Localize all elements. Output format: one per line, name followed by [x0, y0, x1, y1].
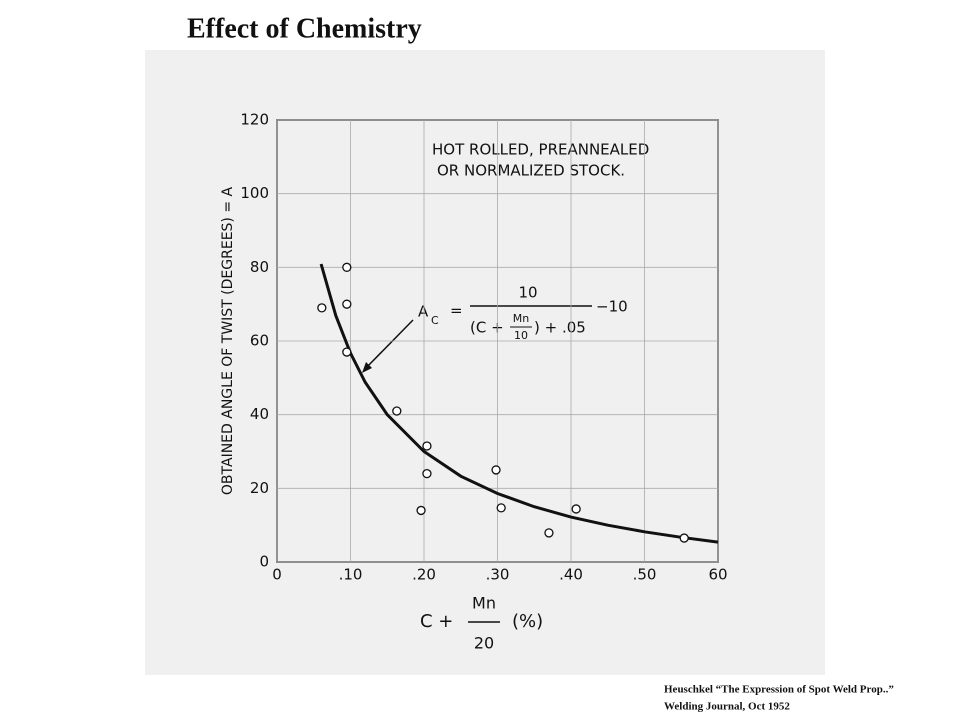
data-point	[571, 504, 581, 514]
y-axis-label: OBTAINED ANGLE OF TWIST (DEGREES) = A	[220, 186, 236, 495]
data-point	[342, 347, 352, 357]
data-point	[392, 406, 402, 416]
data-point	[679, 533, 689, 543]
y-tick-label: 0	[259, 553, 269, 571]
y-tick-label: 80	[250, 258, 269, 276]
annotation: HOT ROLLED, PREANNEALED	[432, 141, 649, 159]
data-point	[342, 299, 352, 309]
arrow	[363, 319, 414, 371]
x-label-text: (%)	[512, 611, 543, 632]
data-point	[544, 528, 554, 538]
formula-text: 10	[514, 329, 528, 342]
x-tick-label: .20	[412, 566, 436, 584]
x-label-text: Mn	[472, 594, 496, 613]
y-tick-label: 20	[250, 479, 269, 497]
formula-text: 10	[518, 284, 537, 302]
formula-text: (C +	[470, 319, 504, 337]
y-tick-label: 40	[250, 405, 269, 423]
source: Heuschkel “The Expression of Spot Weld P…	[664, 684, 894, 696]
fit-curve	[319, 263, 719, 544]
data-point	[317, 303, 327, 313]
y-tick-label: 120	[240, 111, 269, 129]
formula-text: C	[431, 314, 439, 327]
data-point	[422, 441, 432, 451]
data-point	[416, 505, 426, 516]
x-tick-label: .40	[559, 566, 583, 584]
x-label-text: C +	[420, 611, 453, 632]
y-tick-label: 60	[250, 332, 269, 350]
formula-text: ) + .05	[534, 319, 586, 337]
annotation: OR NORMALIZED STOCK.	[437, 162, 625, 180]
formula: A C = 10 (C + Mn 10 ) + .05 −10	[362, 284, 628, 373]
chart-title: Effect of Chemistry	[187, 13, 422, 44]
data-point	[491, 465, 501, 475]
source: Welding Journal, Oct 1952	[664, 701, 790, 713]
data-point	[342, 262, 352, 272]
x-label-text: 20	[474, 634, 494, 653]
data-point	[422, 468, 432, 479]
formula-text: −10	[596, 298, 628, 316]
x-tick-label: .30	[486, 566, 510, 584]
x-tick-label: .50	[633, 566, 657, 584]
formula-text: A	[418, 303, 429, 321]
x-tick-label: .10	[339, 566, 363, 584]
formula-text: Mn	[513, 312, 529, 325]
scan-background	[145, 50, 825, 675]
formula-text: =	[450, 302, 463, 320]
x-tick-label: 0	[272, 566, 282, 584]
x-tick-label: 60	[708, 566, 727, 584]
arrow-head	[362, 362, 372, 373]
data-point	[496, 503, 506, 513]
y-tick-label: 100	[240, 184, 269, 202]
x-axis-label: C + Mn 20 (%)	[420, 594, 543, 653]
